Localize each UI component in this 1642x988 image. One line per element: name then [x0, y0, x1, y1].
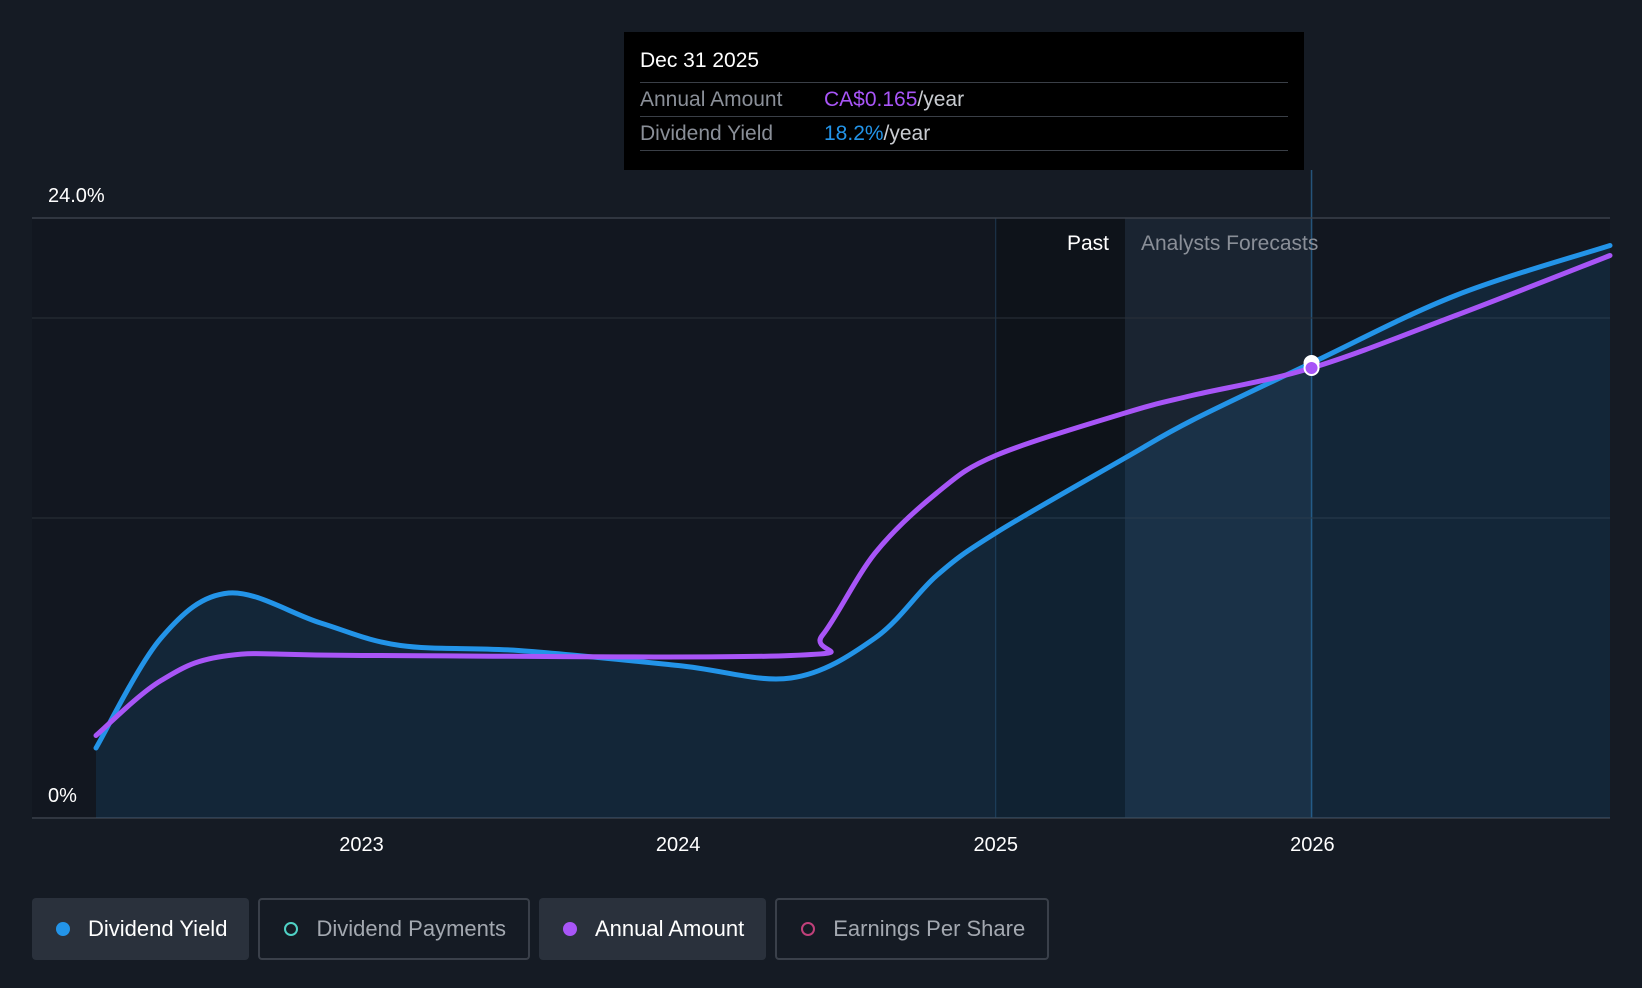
- y-tick-label-0: 0%: [48, 785, 77, 807]
- legend-earnings-per-share-button[interactable]: Earnings Per Share: [775, 898, 1050, 960]
- y-tick-label-max: 24.0%: [48, 185, 105, 207]
- earnings-per-share-ring-icon: [801, 922, 816, 936]
- legend-dividend-yield-button[interactable]: Dividend Yield: [32, 898, 250, 960]
- tooltip-dividend-yield-row: Dividend Yield 18.2%/year: [640, 116, 1288, 151]
- series-layer: [93, 243, 1613, 818]
- legend-dividend-yield-label: Dividend Yield: [88, 916, 228, 941]
- past-region-label: Past: [1067, 232, 1109, 255]
- legend-annual-amount-label: Annual Amount: [594, 916, 745, 941]
- tooltip-dividend-yield-value: 18.2%: [824, 122, 884, 145]
- tooltip-annual-amount-row: Annual Amount CA$0.165/year: [640, 82, 1288, 116]
- dividend-yield-area: [96, 245, 1610, 818]
- x-tick-label-2024: 2024: [656, 834, 701, 856]
- tooltip-annual-amount-unit: /year: [917, 88, 965, 111]
- x-tick-label-2026: 2026: [1290, 834, 1335, 856]
- dividend-yield-dot-icon: [56, 922, 70, 936]
- x-tick-label-2023: 2023: [339, 834, 384, 856]
- legend-dividend-payments-button[interactable]: Dividend Payments: [258, 898, 530, 960]
- annual-amount-highlight-point: [1303, 360, 1320, 376]
- tooltip-annual-amount-value: CA$0.165: [824, 88, 918, 111]
- tooltip-dividend-yield-unit: /year: [883, 122, 931, 145]
- legend-dividend-payments-label: Dividend Payments: [316, 916, 506, 941]
- legend-annual-amount-button[interactable]: Annual Amount: [538, 898, 767, 960]
- hover-tooltip: Dec 31 2025 Annual Amount CA$0.165/year …: [624, 32, 1304, 170]
- tooltip-annual-amount-label: Annual Amount: [640, 88, 783, 111]
- forecast-region-label: Analysts Forecasts: [1141, 232, 1318, 255]
- x-tick-label-2025: 2025: [973, 834, 1018, 856]
- legend-earnings-per-share-label: Earnings Per Share: [833, 916, 1026, 941]
- tooltip-date: Dec 31 2025: [640, 49, 760, 72]
- chart-legend: Dividend Yield Dividend Payments Annual …: [32, 898, 1050, 960]
- annual-amount-dot-icon: [562, 922, 577, 936]
- axis-labels: 0% 24.0% 2023 2024 2025 2026 Past Analysts Fore…: [48, 185, 1335, 856]
- gridlines: [32, 217, 1610, 819]
- tooltip-dividend-yield-label: Dividend Yield: [640, 122, 774, 145]
- dividend-payments-ring-icon: [284, 922, 299, 936]
